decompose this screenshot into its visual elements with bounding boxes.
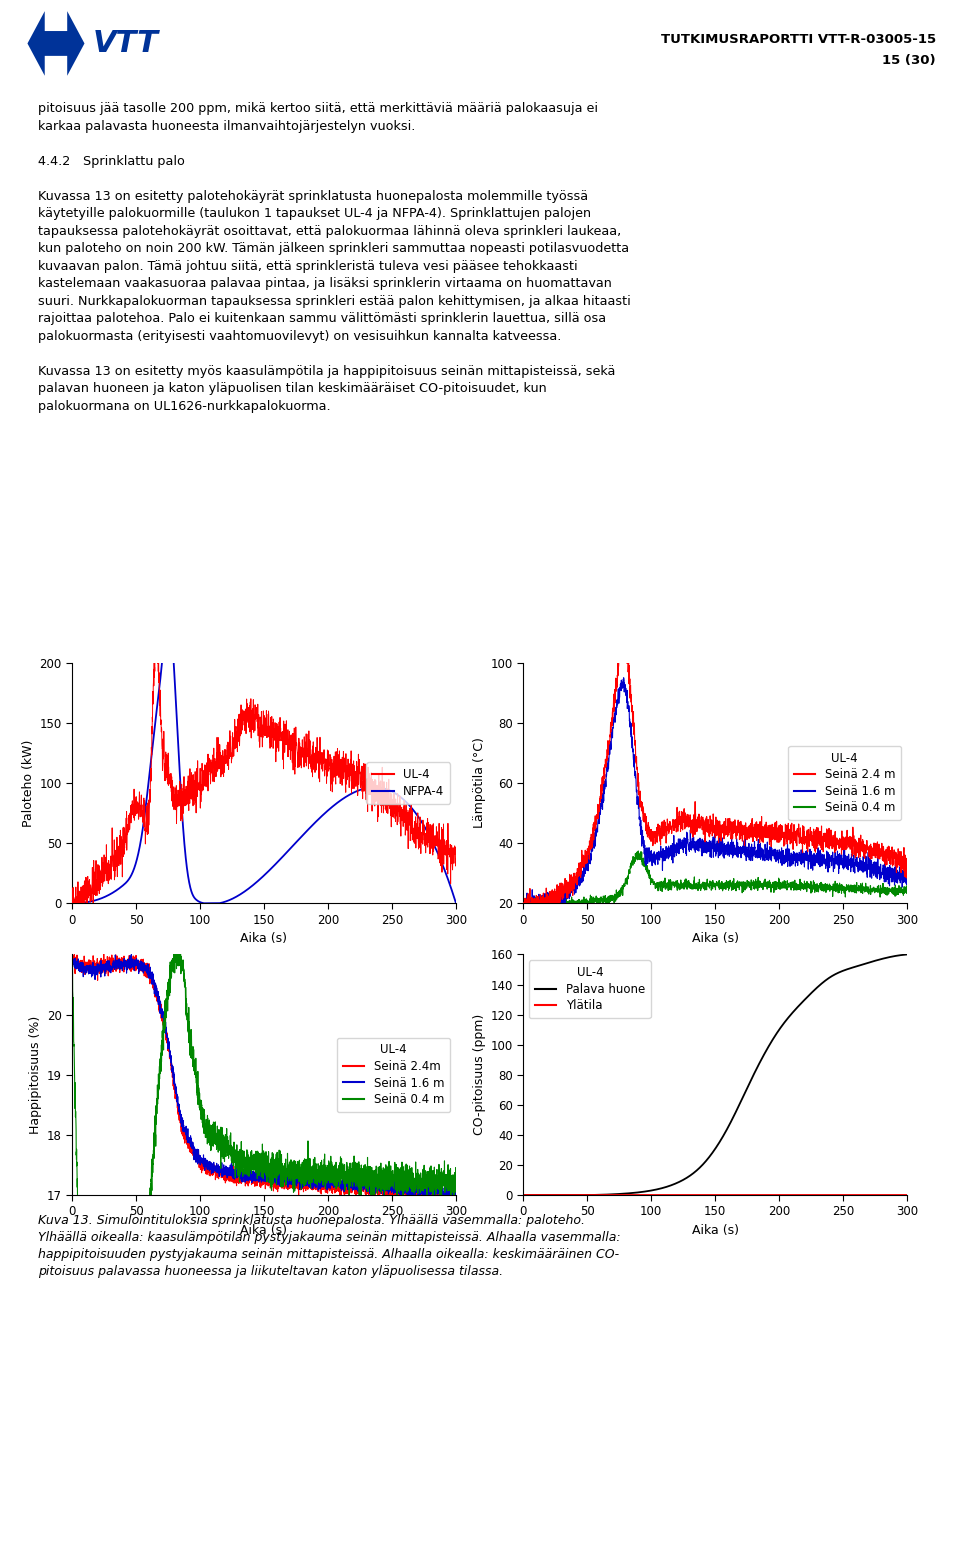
X-axis label: Aika (s): Aika (s) bbox=[241, 933, 287, 945]
Text: 15 (30): 15 (30) bbox=[882, 54, 936, 67]
Text: Kuva 13. Simulointituloksia sprinklatusta huonepalosta. Ylhäällä vasemmalla: pal: Kuva 13. Simulointituloksia sprinklatust… bbox=[38, 1214, 621, 1277]
X-axis label: Aika (s): Aika (s) bbox=[692, 1225, 738, 1237]
Legend: Seinä 2.4 m, Seinä 1.6 m, Seinä 0.4 m: Seinä 2.4 m, Seinä 1.6 m, Seinä 0.4 m bbox=[788, 747, 901, 819]
Polygon shape bbox=[28, 11, 84, 76]
Text: TUTKIMUSRAPORTTI VTT-R-03005-15: TUTKIMUSRAPORTTI VTT-R-03005-15 bbox=[660, 33, 936, 45]
X-axis label: Aika (s): Aika (s) bbox=[241, 1225, 287, 1237]
Y-axis label: CO-pitoisuus (ppm): CO-pitoisuus (ppm) bbox=[473, 1013, 487, 1136]
Y-axis label: Happipitoisuus (%): Happipitoisuus (%) bbox=[30, 1015, 42, 1135]
Y-axis label: Lämpötila (°C): Lämpötila (°C) bbox=[473, 737, 487, 829]
Y-axis label: Paloteho (kW): Paloteho (kW) bbox=[22, 739, 36, 827]
Legend: Palava huone, Ylätila: Palava huone, Ylätila bbox=[529, 961, 651, 1018]
Legend: UL-4, NFPA-4: UL-4, NFPA-4 bbox=[367, 762, 450, 804]
Text: VTT: VTT bbox=[93, 29, 159, 57]
X-axis label: Aika (s): Aika (s) bbox=[692, 933, 738, 945]
Text: pitoisuus jää tasolle 200 ppm, mikä kertoo siitä, että merkittäviä määriä paloka: pitoisuus jää tasolle 200 ppm, mikä kert… bbox=[38, 102, 631, 413]
Legend: Seinä 2.4m, Seinä 1.6 m, Seinä 0.4 m: Seinä 2.4m, Seinä 1.6 m, Seinä 0.4 m bbox=[337, 1038, 450, 1111]
